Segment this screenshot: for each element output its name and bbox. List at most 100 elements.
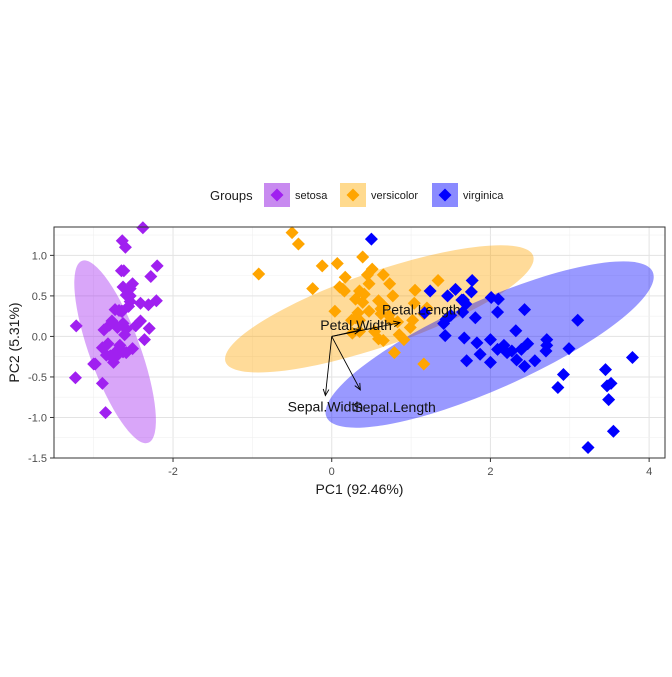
y-tick-label: 1.0 bbox=[32, 250, 47, 262]
data-point-versicolor bbox=[252, 267, 266, 281]
legend-marker-setosa bbox=[270, 188, 284, 202]
data-point-versicolor bbox=[376, 268, 390, 282]
data-point-virginica bbox=[464, 285, 478, 299]
loading-arrowhead-Sepal.Width bbox=[322, 388, 330, 397]
data-point-virginica bbox=[606, 424, 620, 438]
legend: Groups setosa versicolor virginica bbox=[210, 183, 504, 207]
data-point-versicolor bbox=[387, 346, 401, 360]
data-point-virginica bbox=[418, 306, 432, 320]
loading-label-Petal.Length: Petal.Length bbox=[382, 302, 461, 318]
data-point-setosa bbox=[136, 221, 150, 235]
loading-arrow-Sepal.Length bbox=[331, 336, 361, 391]
data-point-versicolor bbox=[285, 226, 299, 240]
data-point-setosa bbox=[144, 269, 158, 283]
data-point-setosa bbox=[142, 321, 156, 335]
data-point-setosa bbox=[123, 282, 137, 296]
data-point-versicolor bbox=[431, 273, 445, 287]
data-point-setosa bbox=[110, 321, 124, 335]
data-point-virginica bbox=[571, 313, 585, 327]
y-tick-label: 0.0 bbox=[32, 331, 47, 343]
data-point-setosa bbox=[114, 264, 128, 278]
data-point-virginica bbox=[509, 324, 523, 338]
data-point-virginica bbox=[456, 293, 470, 307]
legend-label-setosa: setosa bbox=[295, 190, 328, 202]
y-tick-label: -1.0 bbox=[28, 412, 47, 424]
data-point-versicolor bbox=[345, 326, 359, 340]
y-tick-label: -1.5 bbox=[28, 453, 47, 465]
data-point-virginica bbox=[625, 350, 639, 364]
legend-marker-virginica bbox=[438, 188, 452, 202]
data-point-setosa bbox=[118, 240, 132, 254]
data-point-virginica bbox=[600, 379, 614, 393]
loading-arrowhead-Petal.Width bbox=[353, 328, 362, 335]
data-point-versicolor bbox=[406, 313, 420, 327]
data-point-virginica bbox=[518, 359, 532, 373]
data-point-virginica bbox=[562, 342, 576, 356]
data-point-virginica bbox=[473, 347, 487, 361]
data-point-versicolor bbox=[386, 289, 400, 303]
loading-label-Petal.Width: Petal.Width bbox=[320, 317, 392, 333]
legend-label-virginica: virginica bbox=[463, 190, 504, 202]
data-point-versicolor bbox=[408, 283, 422, 297]
x-tick-label: -2 bbox=[168, 466, 178, 478]
data-point-virginica bbox=[470, 336, 484, 350]
data-point-virginica bbox=[581, 440, 595, 454]
data-point-setosa bbox=[122, 299, 136, 313]
data-point-virginica bbox=[483, 355, 497, 369]
data-point-setosa bbox=[95, 376, 109, 390]
data-point-virginica bbox=[483, 333, 497, 347]
data-point-versicolor bbox=[336, 282, 350, 296]
data-point-virginica bbox=[441, 289, 455, 303]
legend-marker-versicolor bbox=[346, 188, 360, 202]
data-point-virginica bbox=[598, 363, 612, 377]
data-point-setosa bbox=[68, 371, 82, 385]
data-point-virginica bbox=[484, 291, 498, 305]
data-point-setosa bbox=[115, 304, 129, 318]
data-point-versicolor bbox=[362, 277, 376, 291]
data-point-versicolor bbox=[407, 296, 421, 310]
data-point-setosa bbox=[119, 322, 133, 336]
loading-arrow-Petal.Width bbox=[331, 329, 361, 337]
data-point-setosa bbox=[101, 337, 115, 351]
data-point-virginica bbox=[438, 329, 452, 343]
data-point-versicolor bbox=[315, 259, 329, 273]
data-point-setosa bbox=[99, 348, 113, 362]
data-point-setosa bbox=[109, 350, 123, 364]
data-point-versicolor bbox=[376, 333, 390, 347]
point-layer bbox=[68, 221, 639, 454]
data-point-setosa bbox=[69, 319, 83, 333]
data-point-virginica bbox=[449, 282, 463, 296]
data-point-setosa bbox=[149, 294, 163, 308]
loading-arrowhead-Petal.Length bbox=[393, 320, 402, 328]
data-point-virginica bbox=[491, 305, 505, 319]
data-point-versicolor bbox=[365, 262, 379, 276]
data-point-virginica bbox=[465, 273, 479, 287]
data-point-virginica bbox=[423, 284, 437, 298]
data-point-setosa bbox=[133, 296, 147, 310]
data-point-versicolor bbox=[374, 302, 388, 316]
data-point-virginica bbox=[457, 331, 471, 345]
data-point-versicolor bbox=[383, 277, 397, 291]
data-point-virginica bbox=[551, 380, 565, 394]
data-point-virginica bbox=[468, 311, 482, 325]
legend-entries: setosa versicolor virginica bbox=[264, 183, 504, 207]
data-point-setosa bbox=[99, 406, 113, 420]
x-tick-label: 4 bbox=[646, 466, 652, 478]
data-point-virginica bbox=[556, 368, 570, 382]
data-point-virginica bbox=[444, 308, 458, 322]
data-point-setosa bbox=[113, 338, 127, 352]
data-point-versicolor bbox=[397, 333, 411, 347]
data-point-setosa bbox=[87, 357, 101, 371]
y-tick-label: 0.5 bbox=[32, 291, 47, 303]
data-point-versicolor bbox=[338, 270, 352, 284]
y-axis-label: PC2 (5.31%) bbox=[6, 302, 22, 382]
data-point-setosa bbox=[119, 346, 133, 360]
data-point-virginica bbox=[540, 338, 554, 352]
data-point-virginica bbox=[460, 354, 474, 368]
loading-label-Sepal.Width: Sepal.Width bbox=[288, 399, 363, 415]
loading-arrowhead-Sepal.Length bbox=[354, 382, 361, 391]
data-point-virginica bbox=[518, 303, 532, 317]
